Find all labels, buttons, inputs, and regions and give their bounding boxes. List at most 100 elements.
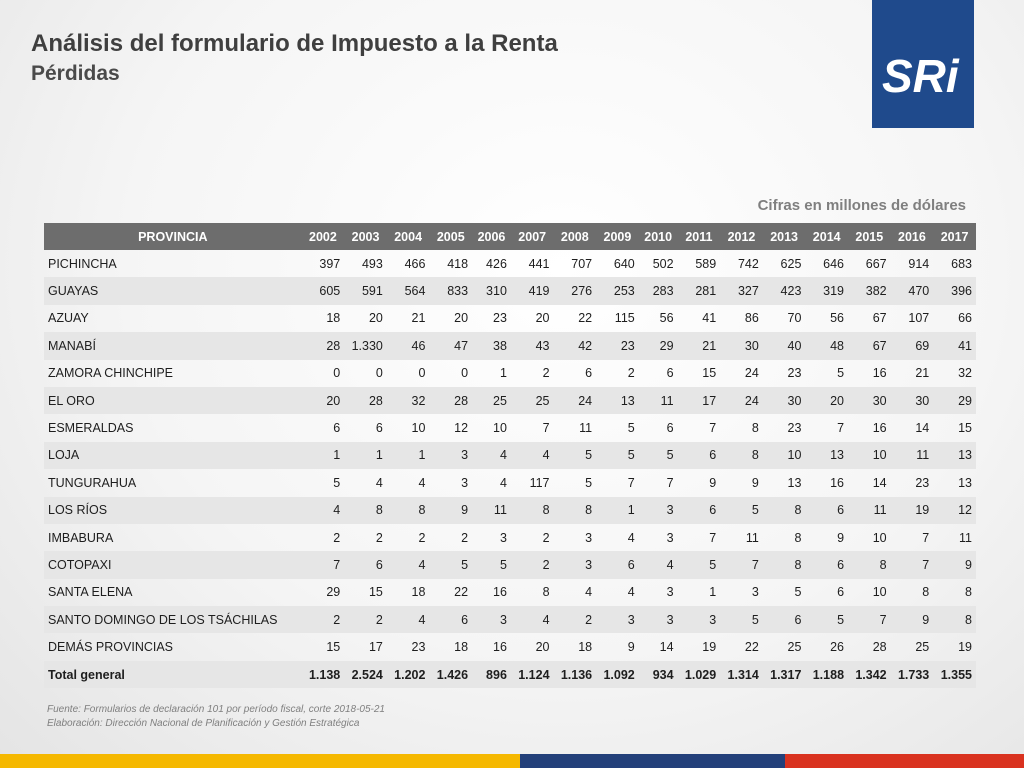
value-cell: 418 [447,256,469,271]
year-column-header: 2010 [638,223,678,250]
value-cell: 914 [908,256,930,271]
value-cell: 21 [411,311,426,326]
value-cell: 327 [720,277,763,305]
table-row: AZUAY 18 20 21 20 23 20 22 115 56 41 86 70 56 67 107 66 [44,305,976,332]
value-cell: 6 [596,551,639,579]
value-cell: 9 [429,496,473,524]
value-cell: 1.330 [344,332,387,360]
value-cell: 276 [553,277,597,305]
value-cell: 1 [344,441,387,470]
province-cell: AZUAY [48,311,89,326]
value-cell: 25 [915,640,930,655]
value-cell: 8 [751,421,759,436]
value-cell: 4 [627,530,635,545]
province-cell: ESMERALDAS [48,421,134,436]
value-cell: 22 [454,585,469,600]
value-cell: 4 [375,475,383,490]
value-cell: 564 [386,277,430,305]
table-row: SANTA ELENA 29 15 18 22 16 8 4 4 3 1 3 5 6 10 8 8 [44,579,976,606]
value-cell: 10 [872,530,887,545]
value-cell: 23 [787,421,802,436]
value-cell: 7 [666,475,674,490]
table-row: LOJA 1 1 1 3 4 4 5 5 5 6 8 10 13 10 11 13 [44,441,976,470]
value-cell: 23 [915,475,930,490]
value-cell: 1.733 [890,660,934,689]
table-row: LOS RÍOS 4 8 8 9 11 8 8 1 3 6 5 8 6 11 19 12 [44,496,976,524]
value-cell: 4 [418,475,426,490]
losses-table: PROVINCIA 2002 2003 2004 2005 2006 2007 2008 20… [44,223,976,689]
value-cell: 4 [510,441,554,470]
value-cell: 32 [386,386,430,415]
value-cell: 707 [571,256,593,271]
table-row: EL ORO 20 28 32 28 25 25 24 13 11 17 24 30 20 30 30 29 [44,386,976,415]
value-cell: 3 [638,606,678,634]
value-cell: 3 [638,496,678,524]
value-cell: 683 [951,256,972,271]
value-cell: 38 [472,332,511,360]
value-cell: 4 [301,496,345,524]
value-cell: 40 [762,332,806,360]
value-cell: 1.202 [386,660,430,689]
footer-bar-blue [520,754,785,768]
value-cell: 2 [627,366,635,381]
province-cell: SANTO DOMINGO DE LOS TSÁCHILAS [44,606,302,634]
value-cell: 14 [659,640,674,655]
value-cell: 833 [429,277,473,305]
value-cell: 1 [301,441,345,470]
value-cell: 23 [493,311,507,326]
value-cell: 24 [744,366,759,381]
page-subtitle: Pérdidas [31,62,120,85]
value-cell: 9 [890,606,934,634]
value-cell: 18 [411,585,426,600]
logo-text: SRi [882,50,960,102]
value-cell: 10 [848,441,891,470]
value-cell: 25 [787,640,802,655]
province-cell: ZAMORA CHINCHIPE [48,366,174,381]
year-column-header: 2012 [720,223,763,250]
value-cell: 5 [627,421,635,436]
year-column-header: 2007 [510,223,554,250]
value-cell: 26 [830,640,845,655]
value-cell: 47 [429,332,473,360]
value-cell: 16 [872,366,887,381]
value-cell: 42 [553,332,597,360]
value-cell: 5 [837,366,845,381]
value-cell: 8 [720,441,763,470]
value-cell: 23 [411,640,426,655]
value-cell: 6 [429,606,473,634]
value-cell: 6 [837,585,845,600]
year-column-header: 2013 [762,223,806,250]
total-row: Total general 1.138 2.524 1.202 1.426 896 1.12… [44,660,976,689]
province-cell: LOS RÍOS [44,496,302,524]
value-cell: 21 [915,366,930,381]
province-cell: DEMÁS PROVINCIAS [48,640,174,655]
value-cell: 1.188 [805,660,849,689]
value-cell: 8 [762,551,806,579]
value-cell: 466 [404,256,426,271]
value-cell: 2 [461,530,469,545]
value-cell: 382 [848,277,891,305]
value-cell: 22 [578,311,593,326]
value-cell: 625 [780,256,802,271]
province-cell: EL ORO [44,386,302,415]
value-cell: 934 [638,660,678,689]
value-cell: 4 [510,606,554,634]
year-column-header: 2015 [848,223,891,250]
value-cell: 11 [890,441,934,470]
table-row: SANTO DOMINGO DE LOS TSÁCHILAS 2 2 4 6 3 4 2 3 3 3… [44,606,976,634]
value-cell: 6 [677,496,721,524]
value-cell: 11 [472,496,511,524]
year-column-header: 2008 [553,223,597,250]
value-cell: 6 [666,421,674,436]
value-cell: 14 [915,421,930,436]
value-cell: 8 [848,551,891,579]
value-cell: 1 [386,441,430,470]
table-row: PICHINCHA 397 493 466 418 426 441 707 640 502 589 7… [44,250,976,277]
value-cell: 4 [386,606,430,634]
value-cell: 6 [585,366,593,381]
value-cell: 9 [751,475,759,490]
value-cell: 1.138 [301,660,345,689]
value-cell: 5 [553,441,597,470]
value-cell: 107 [908,311,930,326]
value-cell: 281 [677,277,721,305]
